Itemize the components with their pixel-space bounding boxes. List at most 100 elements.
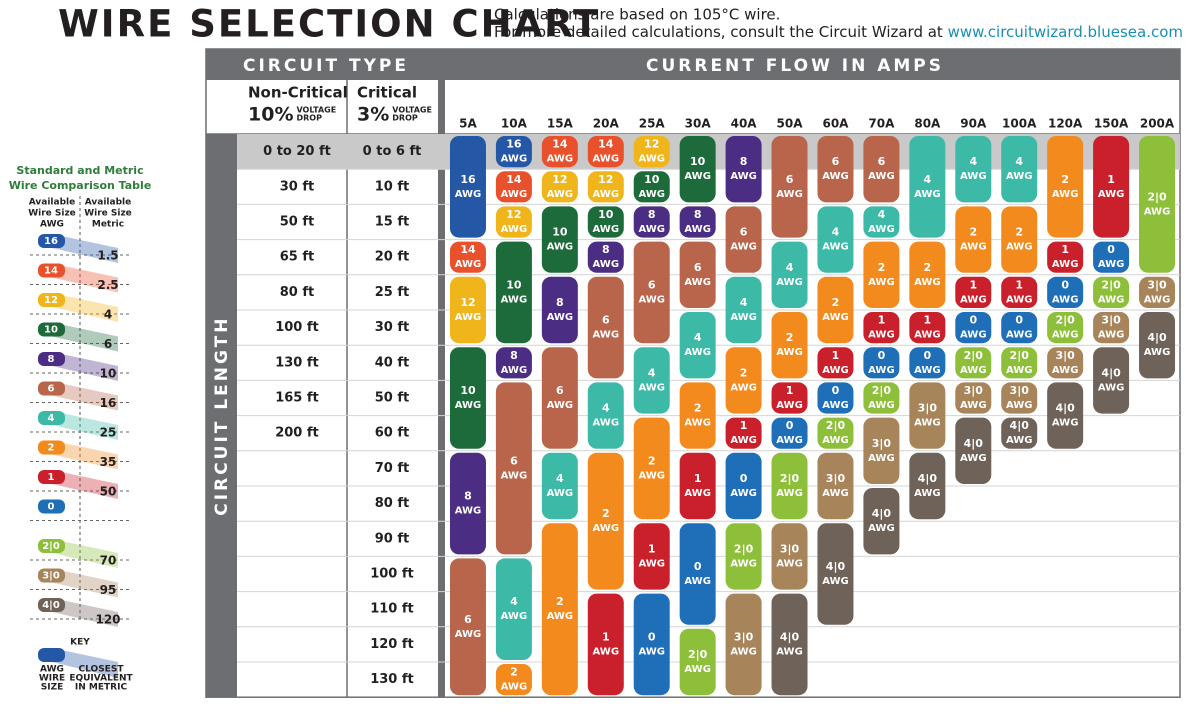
legend-awg: 10 [44,325,58,336]
pill [725,347,762,414]
wire-pill: 6 AWG [495,382,532,555]
awg-size: 4|0 [872,507,892,520]
wire-pill: 2|0 AWG [1047,312,1084,344]
pill [587,452,624,590]
pill [909,452,946,520]
awg-unit: AWG [455,189,482,200]
awg-size: 0 [924,349,932,362]
awg-size: 1 [740,419,748,432]
awg-unit: AWG [1052,189,1079,200]
pill [1093,241,1130,273]
awg-size: 8 [740,155,748,168]
wire-pill: 1 AWG [725,417,762,449]
length: 50 ft [375,391,410,406]
wire-pill: 3|0 AWG [1001,382,1038,414]
pill [909,312,946,344]
awg-unit: AWG [960,294,987,305]
pill [725,417,762,449]
awg-size: 3|0 [826,472,846,485]
metric-size: 35 [100,455,117,469]
legend-pill [38,598,65,612]
awg-size: 1 [969,278,977,291]
pill [863,382,900,414]
awg-size: 12 [506,208,521,221]
length: 100 ft [275,320,319,335]
pill [817,382,854,414]
awg-unit: AWG [868,365,895,376]
metric-band [52,322,118,352]
wire-pill: 2 AWG [955,206,992,273]
pill [955,417,992,484]
awg-unit: AWG [593,523,620,534]
amps: 60A [822,117,849,131]
legend-pill [38,293,65,307]
awg-unit: AWG [547,312,574,323]
awg-size: 1 [602,630,610,643]
pill [771,312,808,379]
wire-pill: 2 AWG [679,382,716,449]
wire-pill: 1 AWG [771,382,808,414]
legend-header: Available [85,198,131,208]
awg-size: 4|0 [918,472,938,485]
pill [541,206,578,273]
awg-size: 3|0 [964,384,984,397]
pill [955,136,992,203]
legend-pill [38,352,65,366]
awg-unit: AWG [822,365,849,376]
awg-unit: AWG [547,400,574,411]
legend-pill [38,499,65,514]
awg-unit: AWG [868,224,895,235]
pill [1001,347,1038,379]
awg-size: 6 [556,384,564,397]
wire-pill: 12 AWG [587,171,624,203]
legend-header: Wire Size [28,209,76,219]
link[interactable]: www.circuitwizard.bluesea.com [948,23,1183,41]
wire-pill: 10 AWG [495,241,532,344]
awg-unit: AWG [547,189,574,200]
awg-unit: AWG [776,646,803,657]
wire-pill: 3|0 AWG [1047,347,1084,379]
awg-size: 4 [878,208,886,221]
pill [1001,417,1038,449]
pill [955,206,992,273]
wire-pill: 2|0 AWG [679,628,716,696]
pill [1093,136,1130,238]
pill [1001,382,1038,414]
awg-size: 4 [510,595,518,608]
awg-size: 2|0 [1147,190,1167,203]
pill [1047,136,1084,238]
legend-header: Wire Size [84,209,132,219]
pill [863,417,900,484]
header: CURRENT FLOW IN AMPS [646,56,944,76]
key-label: CLOSEST [79,665,125,675]
awg-unit: AWG [1052,418,1079,429]
amps: 20A [593,117,620,131]
awg-unit: AWG [1006,330,1033,341]
awg-size: 16 [460,173,476,186]
length: 130 ft [275,355,319,370]
awg-unit: AWG [776,277,803,288]
amps: 100A [1002,117,1037,131]
legend-pill [38,381,65,396]
awg-size: 12 [460,296,475,309]
awg-unit: AWG [776,435,803,446]
awg-size: 6 [464,613,472,626]
awg-unit: AWG [868,171,895,182]
type-percent: 3% [357,104,389,126]
awg-size: 0 [648,630,656,643]
amps: 120A [1048,117,1083,131]
awg-size: 2 [786,331,794,344]
pill [587,276,624,379]
awg-unit: AWG [455,400,482,411]
awg-size: 2 [556,595,564,608]
pill [771,523,808,590]
awg-size: 0 [694,560,702,573]
awg-size: 6 [740,226,748,239]
legend-header: AWG [40,220,64,230]
metric-band [52,234,118,263]
wire-pill: 2|0 AWG [1093,276,1130,308]
pill [817,452,854,520]
awg-size: 2|0 [964,349,984,362]
key-label: SIZE [41,683,64,693]
pill [725,452,762,520]
